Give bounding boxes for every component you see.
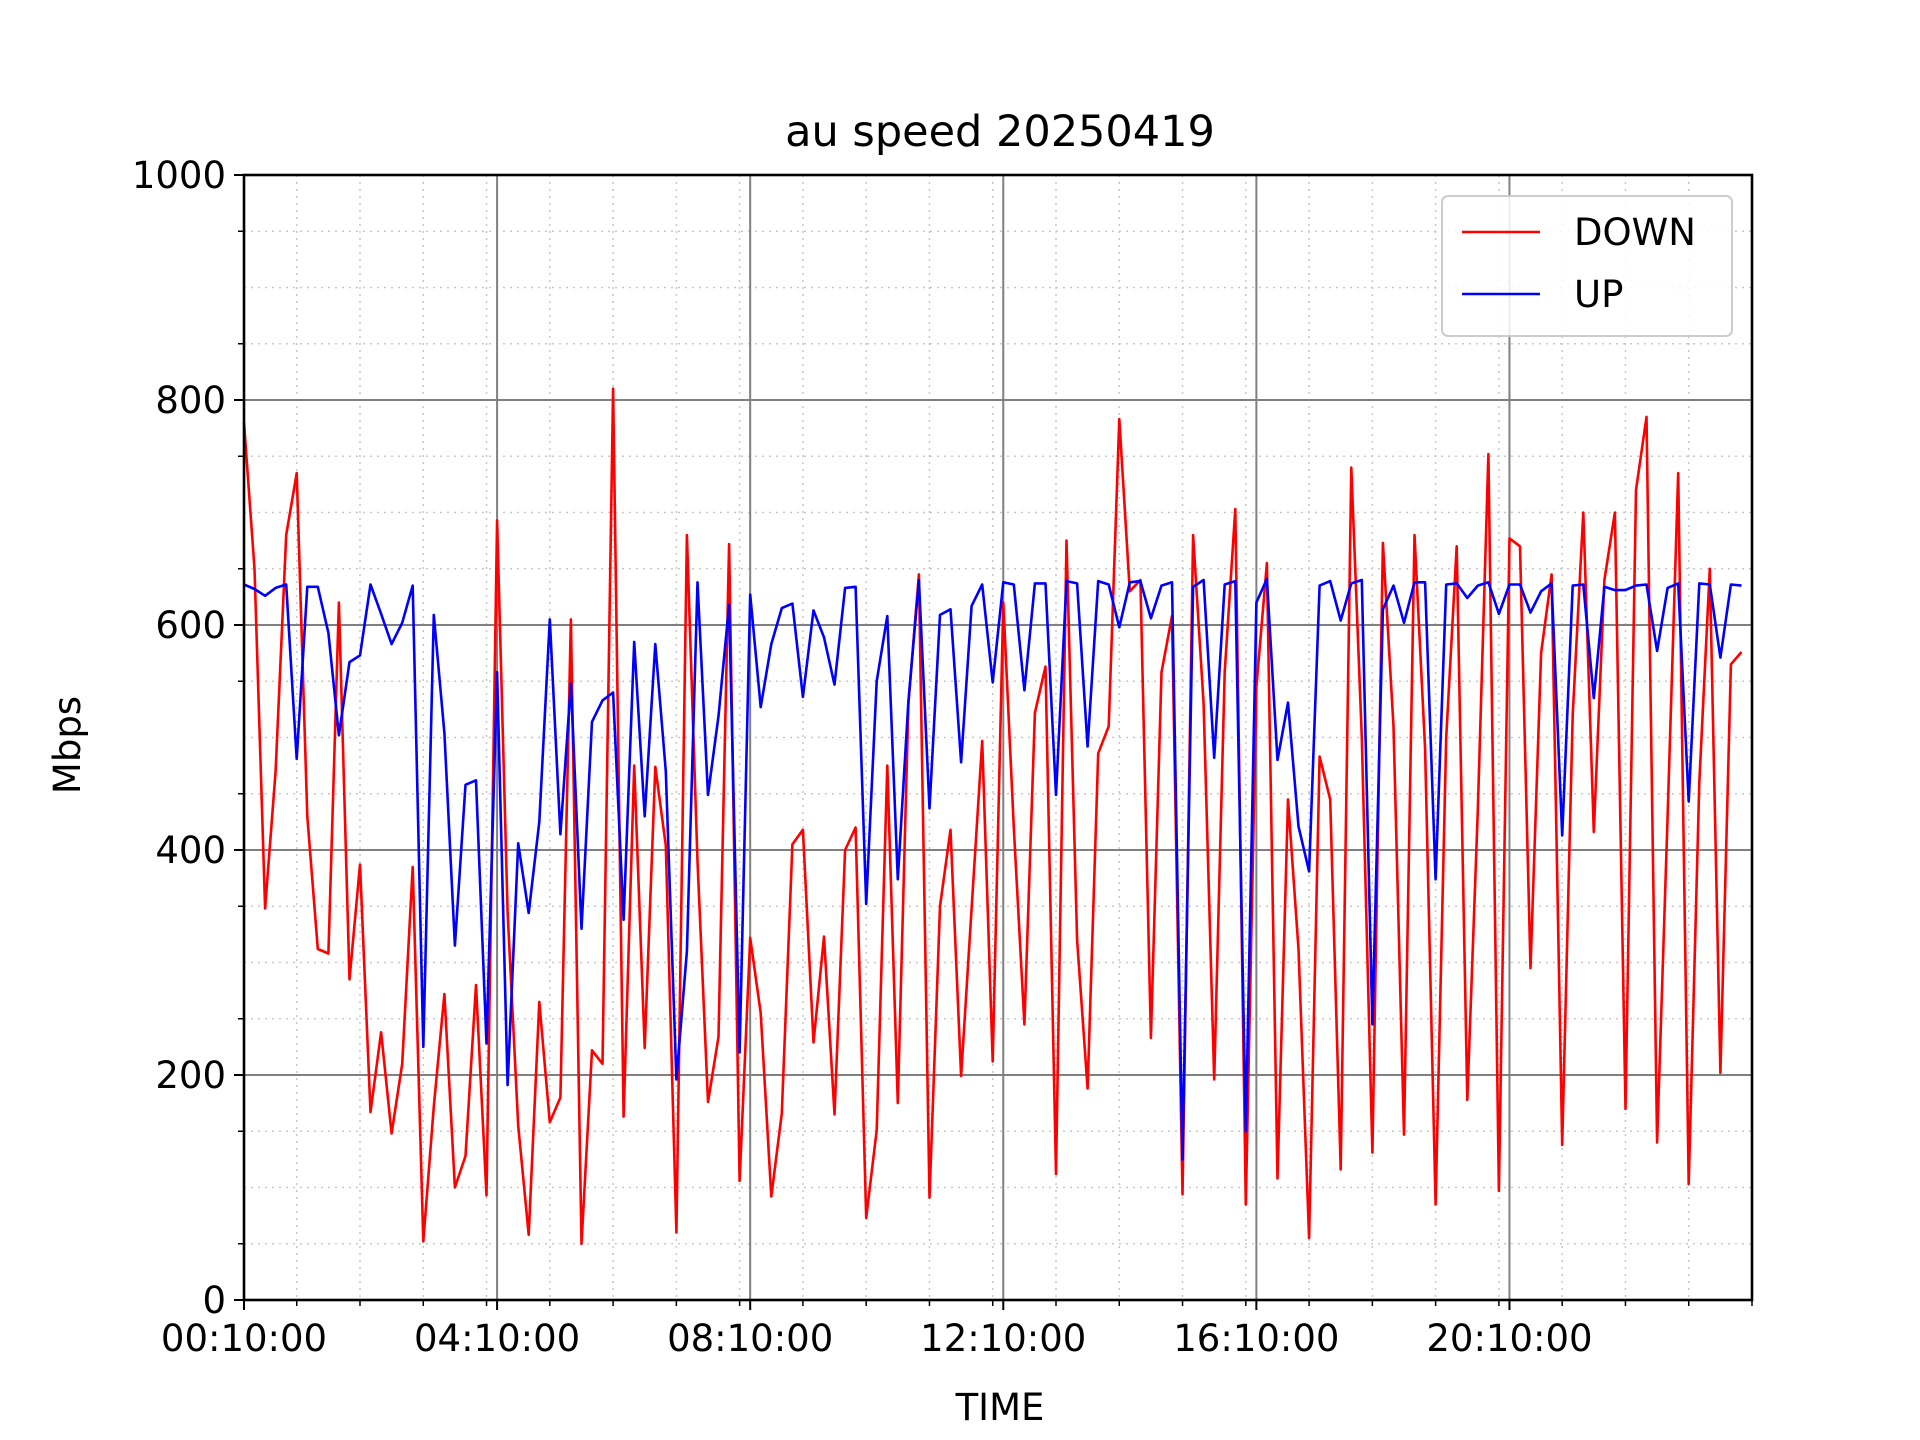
chart-title: au speed 20250419	[785, 107, 1215, 157]
legend-label-down: DOWN	[1574, 211, 1696, 254]
x-axis-label: TIME	[955, 1386, 1045, 1429]
legend-label-up: UP	[1574, 273, 1623, 316]
series-line-down	[242, 387, 1743, 1246]
plot-frame	[242, 173, 1754, 1302]
y-tick-label: 800	[155, 379, 226, 422]
legend: DOWN UP	[1441, 195, 1733, 337]
y-tick-label: 0	[202, 1279, 226, 1322]
x-tick-label: 12:10:00	[920, 1317, 1086, 1360]
x-tick-label: 04:10:00	[414, 1317, 580, 1360]
x-tick-label: 20:10:00	[1426, 1317, 1592, 1360]
series-line-up	[243, 577, 1742, 1161]
x-tick-label: 08:10:00	[667, 1317, 833, 1360]
y-tick-label: 400	[155, 829, 226, 872]
x-tick-label: 16:10:00	[1173, 1317, 1339, 1360]
y-tick-label: 200	[155, 1054, 226, 1097]
y-tick-label: 1000	[132, 154, 226, 197]
series-layer	[242, 387, 1743, 1246]
x-tick-label: 00:10:00	[161, 1317, 327, 1360]
axes-layer: 0 200 400 600 800 1000 00:10:00 04:10:00 08:10:0…	[132, 154, 1754, 1360]
y-tick-label: 600	[155, 604, 226, 647]
y-axis-label: Mbps	[46, 696, 89, 794]
